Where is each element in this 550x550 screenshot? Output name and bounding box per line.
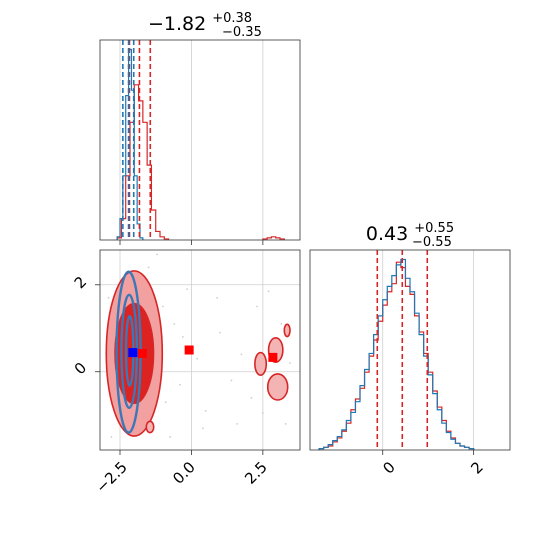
br-hist-blue [318,258,475,450]
bl-scatter-point [186,288,189,291]
bl-x-tick-label-minus-2.5: −2.5 [92,458,130,496]
bl-scatter-point [110,436,113,438]
bl-scatter-point [284,423,287,425]
bl-scatter-point [164,401,167,404]
bl-scatter-point [196,357,199,360]
tl-frame [99,39,301,241]
br-title-plus: +0.55 [414,221,454,236]
bl-scatter-point [181,336,184,338]
bl-scatter-point [179,383,181,386]
tl-ticks [119,240,264,245]
tl-title-median: −1.82 [148,13,206,35]
bl-red-contours [105,270,291,437]
bl-ticks [95,284,264,455]
tl-title-minus: −0.35 [222,25,262,40]
tl-hist-red [116,84,170,240]
panel-top-left-histogram: −1.82 +0.38 −0.35 [99,11,301,245]
bl-scatter-point [289,362,291,364]
br-ticks [382,450,475,455]
bl-scatter-point [169,436,171,438]
bl-red-contour-blob [266,373,289,401]
br-title-median: 0.43 [366,223,408,245]
bl-scatter-point [219,331,221,334]
bl-scatter-point [107,296,110,299]
bl-marker [128,348,138,358]
tl-histograms [116,48,285,240]
bl-x-tick-label-0.0: 0.0 [169,458,199,488]
bl-red-contour-blob [254,351,268,377]
bl-scatter-point [147,266,150,269]
bl-scatter-point [256,305,259,308]
bl-scatter-point [201,427,204,430]
bl-marker [268,352,278,362]
tl-grid [119,40,264,240]
bl-x-tick-label-2.5: 2.5 [241,458,271,488]
br-frame [309,249,511,451]
br-hist-red [318,261,475,450]
br-title-minus: −0.55 [412,235,452,250]
bl-y-tick-label-2: 2 [71,273,90,292]
bl-scatter-point [230,379,233,382]
br-x-tick-label-2: 2 [467,458,486,477]
panel-bottom-right-histogram: 0 2 0.43 +0.55 −0.55 [309,221,511,478]
br-title: 0.43 +0.55 [366,221,454,245]
bl-marker [184,345,194,355]
bl-scatter-point [236,423,239,425]
bl-x-tick-labels: −2.5 0.0 2.5 [92,458,270,496]
bl-frame [99,249,301,451]
br-x-tick-labels: 0 2 [379,458,486,477]
bl-scatter-point [240,353,243,356]
br-histograms [318,258,475,450]
bl-red-contour-blob [283,323,291,338]
br-x-tick-label-0: 0 [379,458,398,477]
bl-y-tick-labels: 0 2 [71,273,90,378]
bl-scatter-point [173,323,176,325]
bl-red-contour-blob [145,420,155,434]
panel-bottom-left-contour: −2.5 0.0 2.5 0 2 [71,249,301,497]
bl-y-tick-label-0: 0 [71,359,90,378]
bl-scatter-point [161,305,164,308]
bl-scatter-point [250,396,253,399]
bl-scatter-point [204,409,207,412]
bl-marker [137,348,147,358]
tl-title-plus: +0.38 [212,11,252,26]
tl-quantile-lines [122,40,152,240]
bl-scatter-point [216,296,219,299]
bl-scatter-point [280,323,283,325]
bl-scatter-point [261,412,264,414]
tl-title: −1.82 +0.38 [148,11,252,35]
bl-scatter-point [156,253,159,256]
bl-markers [128,345,278,362]
tl-hist-red-tail [262,236,285,240]
bl-scatter-point [267,290,270,293]
br-quantile-lines [376,250,429,450]
br-grid [382,250,475,450]
